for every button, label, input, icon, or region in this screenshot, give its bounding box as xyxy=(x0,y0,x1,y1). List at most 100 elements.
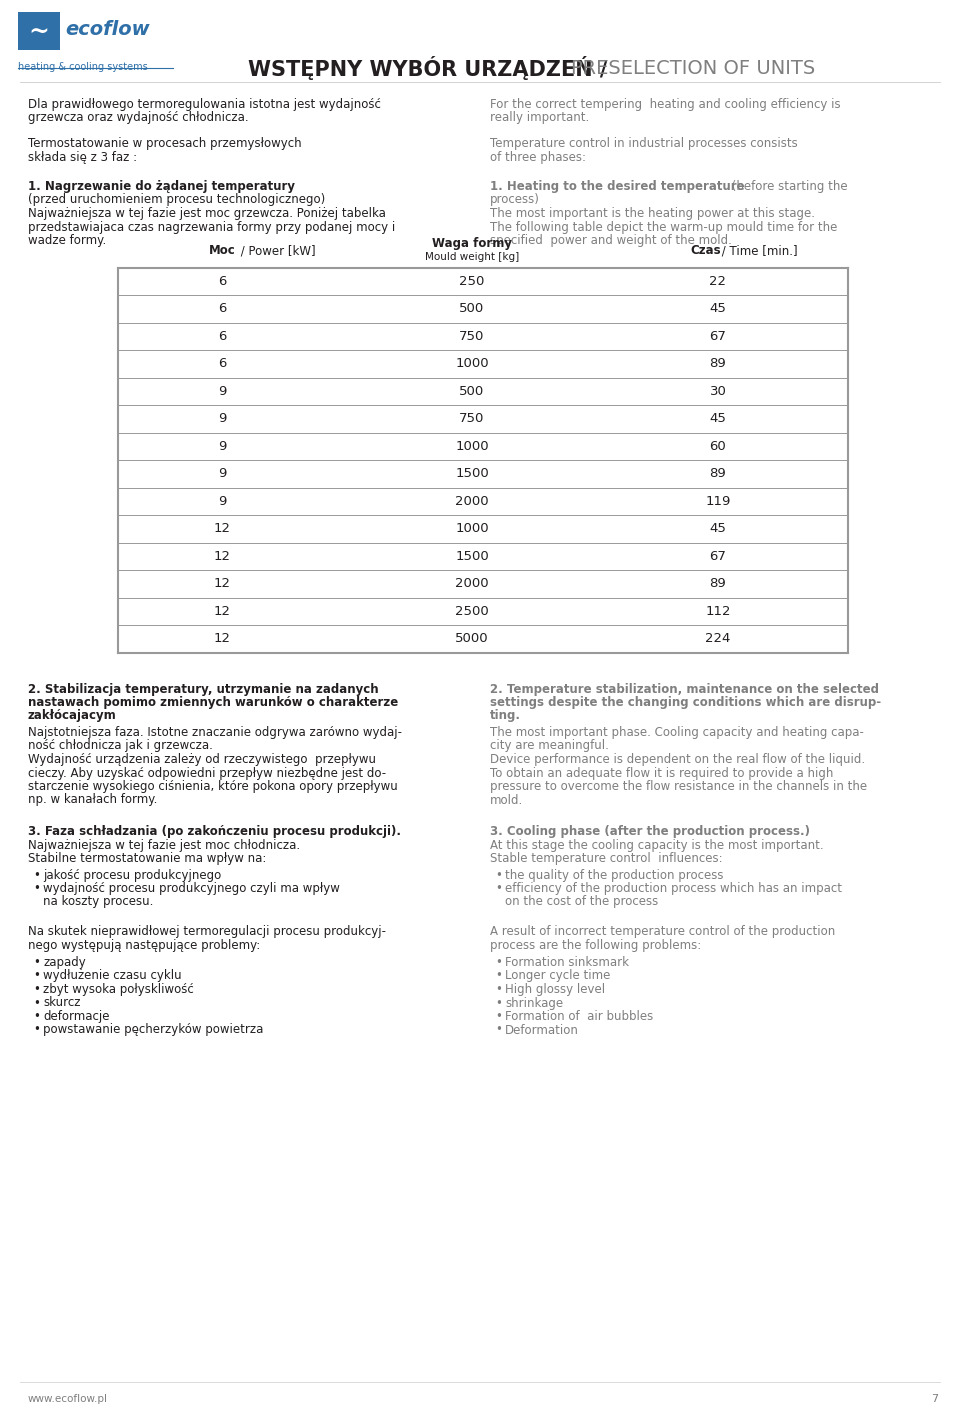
Text: ność chłodnicza jak i grzewcza.: ność chłodnicza jak i grzewcza. xyxy=(28,739,213,752)
Text: •: • xyxy=(495,970,502,983)
Text: nastawach pomimo zmiennych warunków o charakterze: nastawach pomimo zmiennych warunków o ch… xyxy=(28,696,398,710)
Text: ~: ~ xyxy=(29,18,49,44)
Text: 224: 224 xyxy=(706,632,731,645)
Text: 2000: 2000 xyxy=(455,577,489,590)
Text: Na skutek nieprawidłowej termoregulacji procesu produkcyj-: Na skutek nieprawidłowej termoregulacji … xyxy=(28,925,386,938)
Text: •: • xyxy=(495,997,502,1010)
Text: Waga formy: Waga formy xyxy=(432,238,512,251)
Text: 12: 12 xyxy=(213,522,230,535)
Text: ecoflow: ecoflow xyxy=(65,20,150,38)
Text: 12: 12 xyxy=(213,549,230,563)
Text: Deformation: Deformation xyxy=(505,1024,579,1036)
Text: np. w kanałach formy.: np. w kanałach formy. xyxy=(28,794,157,807)
Text: Termostatowanie w procesach przemysłowych: Termostatowanie w procesach przemysłowyc… xyxy=(28,137,301,151)
Text: 1000: 1000 xyxy=(455,522,489,535)
Text: 89: 89 xyxy=(709,467,727,480)
Text: 3. Faza schładzania (po zakończeniu procesu produkcji).: 3. Faza schładzania (po zakończeniu proc… xyxy=(28,825,401,838)
Text: city are meaningful.: city are meaningful. xyxy=(490,739,609,752)
Text: For the correct tempering  heating and cooling efficiency is: For the correct tempering heating and co… xyxy=(490,99,841,111)
Text: •: • xyxy=(33,869,40,881)
Text: 89: 89 xyxy=(709,577,727,590)
Text: •: • xyxy=(33,970,40,983)
Text: efficiency of the production process which has an impact: efficiency of the production process whi… xyxy=(505,881,842,895)
Text: 12: 12 xyxy=(213,632,230,645)
Text: 1. Nagrzewanie do żądanej temperatury: 1. Nagrzewanie do żądanej temperatury xyxy=(28,180,295,193)
Text: process are the following problems:: process are the following problems: xyxy=(490,939,701,952)
Text: 5000: 5000 xyxy=(455,632,489,645)
Text: 7: 7 xyxy=(931,1394,938,1404)
Text: Stabilne termostatowanie ma wpływ na:: Stabilne termostatowanie ma wpływ na: xyxy=(28,852,266,865)
Text: 30: 30 xyxy=(709,384,727,397)
Text: ting.: ting. xyxy=(490,710,521,722)
Text: 2500: 2500 xyxy=(455,605,489,618)
Text: na koszty procesu.: na koszty procesu. xyxy=(43,895,154,908)
Text: 45: 45 xyxy=(709,413,727,425)
Text: zbyt wysoka połyskliwość: zbyt wysoka połyskliwość xyxy=(43,983,194,995)
Text: 500: 500 xyxy=(460,303,485,315)
Text: The most important phase. Cooling capacity and heating capa-: The most important phase. Cooling capaci… xyxy=(490,727,864,739)
Text: (przed uruchomieniem procesu technologicznego): (przed uruchomieniem procesu technologic… xyxy=(28,193,325,207)
Text: deformacje: deformacje xyxy=(43,1010,109,1024)
Text: 45: 45 xyxy=(709,303,727,315)
Text: •: • xyxy=(495,881,502,895)
Text: Formation sinksmark: Formation sinksmark xyxy=(505,956,629,969)
Text: High glossy level: High glossy level xyxy=(505,983,605,995)
Text: starczenie wysokiego ciśnienia, które pokona opory przepływu: starczenie wysokiego ciśnienia, które po… xyxy=(28,780,397,793)
Text: •: • xyxy=(33,1010,40,1024)
Text: Dla prawidłowego termoregulowania istotna jest wydajność: Dla prawidłowego termoregulowania istotn… xyxy=(28,99,381,111)
Text: At this stage the cooling capacity is the most important.: At this stage the cooling capacity is th… xyxy=(490,839,824,852)
Text: •: • xyxy=(33,881,40,895)
Text: wydłużenie czasu cyklu: wydłużenie czasu cyklu xyxy=(43,970,181,983)
Text: 1000: 1000 xyxy=(455,439,489,453)
Text: The most important is the heating power at this stage.: The most important is the heating power … xyxy=(490,207,815,220)
Text: Najważniejsza w tej fazie jest moc grzewcza. Poniżej tabelka: Najważniejsza w tej fazie jest moc grzew… xyxy=(28,207,386,220)
Text: To obtain an adequate flow it is required to provide a high: To obtain an adequate flow it is require… xyxy=(490,766,833,780)
Text: składa się z 3 faz :: składa się z 3 faz : xyxy=(28,151,137,163)
Text: 9: 9 xyxy=(218,467,227,480)
Text: jakość procesu produkcyjnego: jakość procesu produkcyjnego xyxy=(43,869,221,881)
Text: 3. Cooling phase (after the production process.): 3. Cooling phase (after the production p… xyxy=(490,825,810,838)
Text: A result of incorrect temperature control of the production: A result of incorrect temperature contro… xyxy=(490,925,835,938)
Text: / Power [kW]: / Power [kW] xyxy=(237,245,316,258)
Text: zakłócajacym: zakłócajacym xyxy=(28,710,117,722)
Text: 12: 12 xyxy=(213,605,230,618)
Text: Czas: Czas xyxy=(690,245,721,258)
Text: wadze formy.: wadze formy. xyxy=(28,234,107,246)
Text: •: • xyxy=(33,956,40,969)
Text: wydajność procesu produkcyjnego czyli ma wpływ: wydajność procesu produkcyjnego czyli ma… xyxy=(43,881,340,895)
Text: grzewcza oraz wydajność chłodnicza.: grzewcza oraz wydajność chłodnicza. xyxy=(28,111,249,124)
Text: cieczy. Aby uzyskać odpowiedni przepływ niezbędne jest do-: cieczy. Aby uzyskać odpowiedni przepływ … xyxy=(28,766,386,780)
Text: nego występują następujące problemy:: nego występują następujące problemy: xyxy=(28,939,260,952)
Text: Longer cycle time: Longer cycle time xyxy=(505,970,611,983)
Text: The following table depict the warm-up mould time for the: The following table depict the warm-up m… xyxy=(490,221,837,234)
Text: 9: 9 xyxy=(218,439,227,453)
Text: Wydajność urządzenia zależy od rzeczywistego  przepływu: Wydajność urządzenia zależy od rzeczywis… xyxy=(28,753,376,766)
Text: •: • xyxy=(495,983,502,995)
Text: •: • xyxy=(495,1024,502,1036)
Text: 67: 67 xyxy=(709,549,727,563)
Text: PRESELECTION OF UNITS: PRESELECTION OF UNITS xyxy=(571,59,815,77)
Text: really important.: really important. xyxy=(490,111,589,124)
Text: Formation of  air bubbles: Formation of air bubbles xyxy=(505,1010,653,1024)
Text: Najważniejsza w tej fazie jest moc chłodnicza.: Najważniejsza w tej fazie jest moc chłod… xyxy=(28,839,300,852)
Text: 2. Temperature stabilization, maintenance on the selected: 2. Temperature stabilization, maintenanc… xyxy=(490,683,879,696)
Text: settings despite the changing conditions which are disrup-: settings despite the changing conditions… xyxy=(490,696,881,710)
Text: •: • xyxy=(33,1024,40,1036)
Text: •: • xyxy=(33,997,40,1010)
Text: •: • xyxy=(495,1010,502,1024)
Text: process): process) xyxy=(490,193,540,207)
Text: Najstotniejsza faza. Istotne znaczanie odgrywa zarówno wydaj-: Najstotniejsza faza. Istotne znaczanie o… xyxy=(28,727,402,739)
Text: Moc: Moc xyxy=(208,245,235,258)
Text: 9: 9 xyxy=(218,413,227,425)
Text: (before starting the: (before starting the xyxy=(728,180,848,193)
Text: przedstawiajaca czas nagrzewania formy przy podanej mocy i: przedstawiajaca czas nagrzewania formy p… xyxy=(28,221,396,234)
Text: www.ecoflow.pl: www.ecoflow.pl xyxy=(28,1394,108,1404)
Text: on the cost of the process: on the cost of the process xyxy=(505,895,659,908)
Text: 9: 9 xyxy=(218,494,227,508)
Text: 6: 6 xyxy=(218,329,227,342)
Text: •: • xyxy=(495,956,502,969)
Text: 60: 60 xyxy=(709,439,727,453)
Bar xyxy=(18,13,60,51)
Text: •: • xyxy=(33,983,40,995)
Text: 119: 119 xyxy=(706,494,731,508)
